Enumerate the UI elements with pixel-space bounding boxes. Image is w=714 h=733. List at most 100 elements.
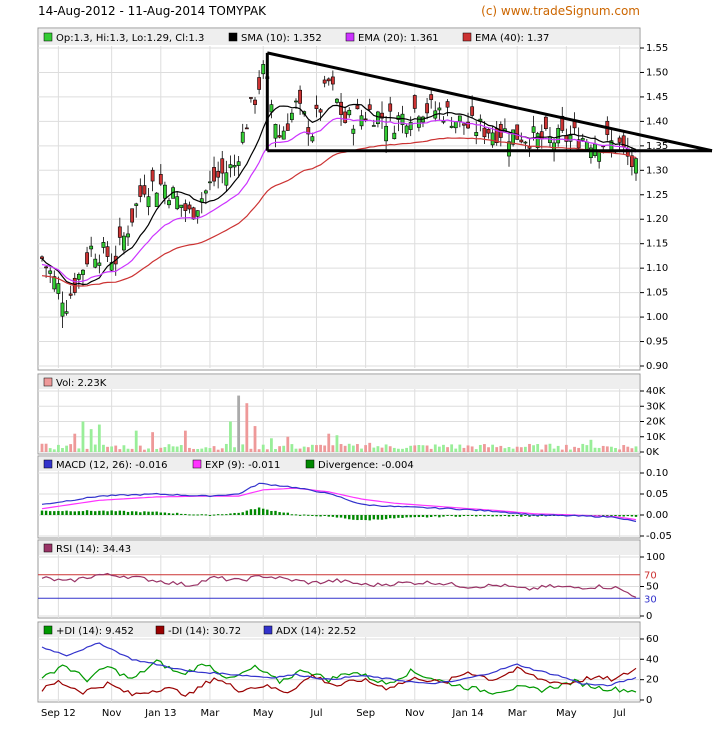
volume-bar <box>253 426 257 452</box>
volume-bar <box>597 447 601 452</box>
volume-bar <box>466 445 470 452</box>
divergence-bar <box>229 513 232 515</box>
candle-body <box>85 252 89 265</box>
volume-bar <box>315 445 318 452</box>
volume-bar <box>560 449 564 452</box>
volume-bar <box>458 444 462 452</box>
volume-bar <box>196 448 200 452</box>
volume-bar <box>212 446 216 452</box>
divergence-bar <box>438 515 441 518</box>
volume-bar <box>155 448 159 452</box>
volume-bar <box>274 449 277 452</box>
volume-bar <box>327 433 331 452</box>
volume-bar <box>474 449 478 452</box>
volume-bar <box>601 445 605 452</box>
candle-body <box>175 196 180 210</box>
divergence-bar <box>40 510 44 515</box>
divergence-bar <box>335 515 339 518</box>
candle-body <box>208 181 212 184</box>
divergence-bar <box>196 514 199 516</box>
y-tick-label: 10K <box>646 432 666 443</box>
candle-body <box>351 128 356 134</box>
divergence-bar <box>57 510 60 515</box>
x-tick-label: Sep <box>356 708 375 719</box>
divergence-bar <box>311 515 314 516</box>
divergence-bar <box>298 514 302 516</box>
candle-body <box>212 167 216 182</box>
divergence-bar <box>380 515 384 520</box>
candle-body <box>240 131 245 143</box>
divergence-bar <box>352 515 355 520</box>
volume-bar <box>437 446 441 452</box>
divergence-bar <box>249 509 253 515</box>
divergence-bar <box>159 512 162 515</box>
volume-bar <box>581 443 585 452</box>
volume-bar <box>589 439 593 452</box>
divergence-bar <box>233 512 236 515</box>
candle-body <box>228 164 233 169</box>
volume-bar <box>376 446 380 452</box>
divergence-bar <box>122 510 126 515</box>
volume-bar <box>413 445 417 452</box>
divergence-bar <box>413 515 416 518</box>
divergence-bar <box>462 515 466 517</box>
volume-bar <box>245 403 249 452</box>
volume-bar <box>282 445 286 452</box>
divergence-bar <box>360 515 363 520</box>
volume-bar <box>65 445 68 452</box>
volume-bar <box>319 444 322 452</box>
chart-title: 14-Aug-2012 - 11-Aug-2014 TOMYPAK <box>38 4 267 18</box>
candle-body <box>462 123 466 126</box>
candle-body <box>236 161 241 166</box>
divergence-bar <box>274 510 277 515</box>
volume-bar <box>323 445 327 452</box>
volume-legend-text: Vol: 2.23K <box>56 378 107 389</box>
trendline-upper <box>266 51 713 153</box>
macd-legend-text: MACD (12, 26): -0.016 <box>56 460 168 471</box>
volume-bar <box>278 446 281 452</box>
volume-bar <box>208 448 212 452</box>
volume-bar <box>605 446 609 452</box>
divergence-bar <box>348 515 351 520</box>
candle-body <box>142 185 147 195</box>
candle-body <box>482 127 487 138</box>
volume-bar <box>470 446 474 452</box>
volume-bar <box>298 448 302 452</box>
candle-body <box>568 135 573 142</box>
y-tick-label: 60 <box>646 634 659 645</box>
y-tick-label: 0.90 <box>646 361 668 372</box>
divergence-bar <box>241 512 244 515</box>
candle-body <box>122 235 126 251</box>
candle-body <box>134 203 139 206</box>
volume-bar <box>392 447 396 452</box>
volume-bar <box>622 445 626 452</box>
divergence-bar <box>454 515 457 517</box>
divergence-bar <box>376 515 380 520</box>
volume-bar <box>630 448 634 452</box>
y-tick-label: 40 <box>646 654 659 665</box>
candle-body <box>93 258 98 268</box>
y-tick-label: 30K <box>646 401 666 412</box>
candle-body <box>249 97 253 99</box>
dmi-legend: +DI (14): 9.452 -DI (14): 30.72 ADX (14)… <box>43 625 356 637</box>
volume-bar <box>528 443 531 452</box>
volume-bar <box>175 446 179 452</box>
divergence-bar <box>98 510 101 515</box>
candle-body <box>576 139 581 149</box>
volume-bar <box>548 443 552 452</box>
x-tick-label: Jul <box>613 708 626 719</box>
divergence-bar <box>630 515 634 517</box>
volume-bar <box>183 430 187 452</box>
y-tick-label: 0.00 <box>646 510 668 521</box>
volume-bar <box>265 449 269 452</box>
volume-bar <box>85 448 89 452</box>
candle-body <box>380 112 384 119</box>
candle-body <box>40 256 44 259</box>
candle-body <box>347 109 352 116</box>
divergence-bar <box>69 511 72 515</box>
candle-body <box>543 116 548 129</box>
sma-legend: SMA (10): 1.352 <box>241 33 322 44</box>
divergence-bar <box>339 515 343 518</box>
volume-bar <box>380 447 384 452</box>
